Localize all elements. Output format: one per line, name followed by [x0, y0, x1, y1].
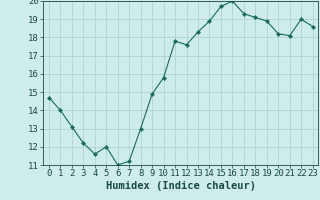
X-axis label: Humidex (Indice chaleur): Humidex (Indice chaleur): [106, 181, 256, 191]
